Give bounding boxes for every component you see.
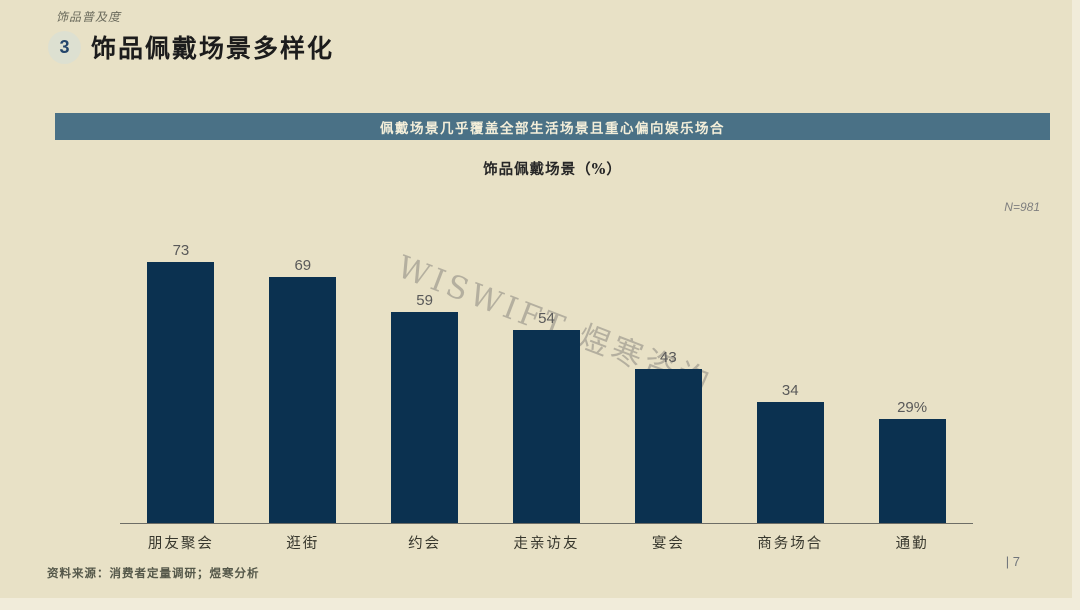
bar-value-label: 29% xyxy=(897,399,928,416)
bar-value-label: 43 xyxy=(660,349,677,366)
bar xyxy=(756,402,824,523)
bar xyxy=(269,277,337,523)
bar-slot: 59 xyxy=(364,292,486,523)
bar-value-label: 69 xyxy=(294,257,312,274)
banner-text: 佩戴场景几乎覆盖全部生活场景且重心偏向娱乐场合 xyxy=(380,120,725,137)
source-note: 资料来源：消费者定量调研；煜寒分析 xyxy=(47,566,260,580)
bar-value-label: 73 xyxy=(172,242,190,259)
bar-slot: 73 xyxy=(120,242,242,523)
bar-slot: 29% xyxy=(851,399,973,523)
bar xyxy=(391,312,459,523)
sample-size-note: N=981 xyxy=(1004,200,1040,214)
category-labels-row: 朋友聚会 逛街 约会 走亲访友 宴会 商务场合 通勤 xyxy=(120,524,973,553)
page-number: | 7 xyxy=(1005,554,1020,569)
category-label: 宴会 xyxy=(651,536,685,552)
bar-chart: 73 69 59 54 43 34 29% 朋友聚会 逛街 约会 走亲访友 宴会 商务场合 通勤 xyxy=(120,224,973,553)
category-label: 通勤 xyxy=(895,536,929,552)
bar-value-label: 59 xyxy=(416,292,433,309)
bar-value-label: 54 xyxy=(538,310,555,327)
bar xyxy=(878,419,946,523)
chart-title: 饰品佩戴场景（%） xyxy=(483,161,622,178)
category-label: 约会 xyxy=(408,536,442,552)
bar-slot: 54 xyxy=(486,310,608,523)
bar xyxy=(634,369,702,523)
bar-value-label: 34 xyxy=(781,382,799,399)
key-message-banner: 佩戴场景几乎覆盖全部生活场景且重心偏向娱乐场合 xyxy=(55,113,1050,140)
category-label: 走亲访友 xyxy=(513,536,580,552)
page-title: 饰品佩戴场景多样化 xyxy=(91,34,335,63)
bar xyxy=(147,262,215,523)
category-label: 朋友聚会 xyxy=(147,536,214,552)
bar-slot: 43 xyxy=(607,349,729,523)
title-row: 3 饰品佩戴场景多样化 xyxy=(48,29,334,65)
section-number-badge: 3 xyxy=(48,30,81,64)
section-eyebrow-label: 饰品普及度 xyxy=(56,10,122,24)
slide-right-edge xyxy=(1072,0,1080,610)
bar-slot: 34 xyxy=(729,382,851,523)
category-label: 商务场合 xyxy=(757,536,824,552)
bars-area: 73 69 59 54 43 34 29% xyxy=(120,224,973,524)
category-label: 逛街 xyxy=(286,536,320,552)
section-number: 3 xyxy=(59,36,70,57)
bar xyxy=(513,330,580,523)
bar-slot: 69 xyxy=(242,257,364,523)
slide-bottom-edge xyxy=(0,598,1080,610)
